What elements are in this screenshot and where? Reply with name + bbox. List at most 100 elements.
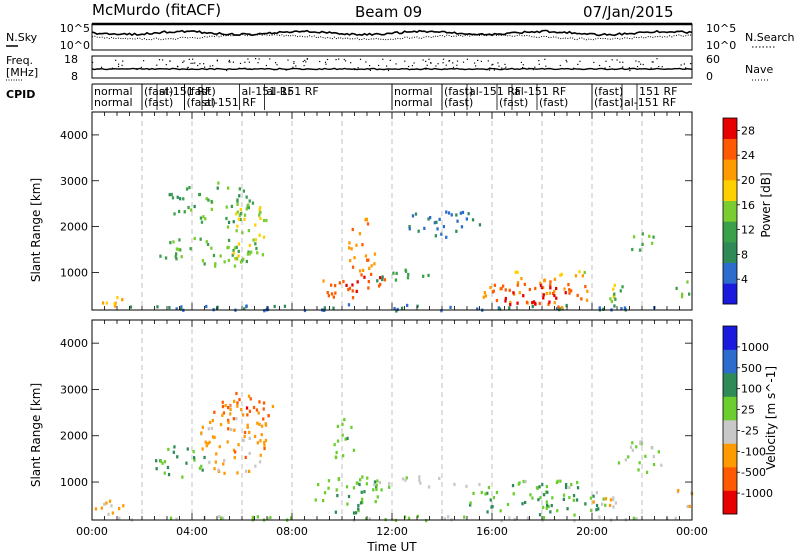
rti-cell	[373, 483, 376, 487]
rti-cell	[256, 421, 259, 425]
nave-point	[504, 63, 506, 65]
rti-cell	[247, 206, 250, 210]
rti-cell	[623, 306, 627, 310]
rti-cell	[103, 502, 106, 506]
x-tick-label: 08:00	[276, 525, 308, 538]
nave-point	[452, 62, 454, 64]
rti-cell	[227, 406, 230, 410]
rti-cell	[247, 394, 251, 398]
rti-cell	[648, 234, 651, 238]
rti-cell	[169, 241, 172, 245]
rti-cell	[613, 283, 616, 287]
rti-cell	[350, 425, 353, 429]
rti-cell	[159, 459, 162, 463]
cpid-label-text: al-151 RF	[514, 85, 566, 98]
rti-cell	[208, 460, 211, 464]
rti-cell	[632, 516, 635, 520]
rti-cell	[357, 503, 360, 508]
nave-point	[275, 62, 277, 64]
rti-cell	[619, 289, 622, 293]
x-tick-label: 20:00	[576, 525, 608, 538]
nave-point	[680, 64, 682, 66]
nave-point	[566, 61, 568, 63]
y-tick-label: 4000	[60, 129, 88, 142]
rti-cell	[167, 447, 170, 451]
rti-cell	[249, 397, 252, 401]
nave-point	[532, 69, 534, 71]
rti-cell	[545, 485, 548, 489]
rti-cell	[550, 504, 553, 508]
colorbar-tick-label: -25	[741, 424, 759, 437]
rti-cell	[631, 441, 634, 445]
rti-cell	[248, 252, 251, 256]
rti-cell	[332, 295, 335, 299]
rti-cell	[476, 307, 479, 311]
rti-cell	[247, 203, 250, 207]
nave-point	[293, 62, 295, 64]
rti-cell	[170, 192, 173, 197]
nave-point	[199, 63, 201, 65]
rti-cell	[221, 413, 224, 417]
rti-cell	[447, 515, 450, 519]
rti-cell	[360, 273, 363, 277]
rti-cell	[257, 411, 260, 415]
rti-cell	[612, 505, 615, 509]
rti-cell	[566, 507, 569, 511]
rti-cell	[486, 491, 489, 495]
rti-cell	[512, 492, 515, 496]
rti-cell	[175, 247, 179, 251]
rti-cell	[366, 476, 369, 480]
rti-cell	[388, 482, 391, 486]
rti-cell	[178, 209, 181, 214]
rti-cell	[221, 400, 224, 404]
nave-point	[452, 66, 455, 68]
rti-cell	[553, 301, 556, 305]
rti-cell	[559, 479, 562, 483]
rti-cell	[450, 213, 453, 217]
rti-cell	[219, 516, 223, 520]
rti-cell	[242, 413, 245, 417]
rti-cell	[334, 510, 337, 514]
cpid-label: CPID	[6, 88, 35, 101]
rti-cell	[179, 197, 182, 201]
nave-point	[192, 62, 194, 64]
rti-cell	[242, 438, 245, 442]
rti-cell	[201, 425, 204, 429]
rti-cell	[105, 301, 109, 305]
colorbar-segment	[723, 373, 737, 397]
noise-left-tick-low: 10^0	[60, 39, 90, 52]
nave-point	[303, 65, 305, 67]
rti-cell	[686, 280, 689, 284]
rti-cell	[595, 503, 599, 508]
rti-cell	[322, 279, 325, 283]
rti-cell	[240, 408, 243, 412]
rti-cell	[449, 305, 452, 309]
rti-cell	[243, 217, 246, 221]
rti-cell	[609, 297, 612, 301]
nave-point	[642, 63, 644, 66]
rti-cell	[425, 519, 428, 523]
rti-cell	[681, 292, 684, 296]
y-tick-label: 2000	[60, 221, 88, 234]
rti-cell	[535, 486, 539, 490]
rti-cell	[266, 306, 269, 310]
rti-cell	[199, 237, 202, 241]
rti-cell	[352, 486, 356, 490]
rti-cell	[576, 486, 580, 490]
rti-cell	[258, 460, 262, 464]
rti-cell	[263, 443, 266, 447]
rti-cell	[246, 425, 249, 429]
rti-cell	[518, 291, 521, 295]
rti-cell	[352, 448, 356, 452]
nave-point	[559, 64, 561, 67]
rti-cell	[174, 255, 177, 259]
rti-cell	[155, 459, 158, 463]
rti-cell	[637, 468, 640, 472]
nave-point	[501, 67, 503, 69]
x-tick-label: 12:00	[376, 525, 408, 538]
rti-cell	[518, 481, 521, 485]
nave-point	[622, 61, 624, 63]
rti-cell	[572, 498, 575, 502]
rti-cell	[560, 305, 564, 310]
nave-point	[395, 63, 397, 65]
